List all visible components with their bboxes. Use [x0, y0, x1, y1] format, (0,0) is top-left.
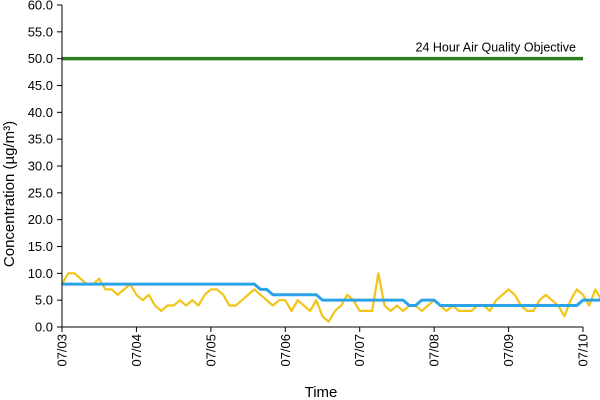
x-axis-title: Time [305, 384, 338, 400]
y-tick-label: 55.0 [28, 24, 53, 39]
x-tick-label: 07/07 [352, 334, 367, 367]
x-tick-label: 07/05 [203, 334, 218, 367]
y-tick-label: 45.0 [28, 78, 53, 93]
x-tick-label: 07/09 [501, 334, 516, 367]
y-tick-label: 15.0 [28, 239, 53, 254]
y-tick-label: 30.0 [28, 159, 53, 174]
x-tick-label: 07/10 [576, 334, 591, 367]
y-tick-label: 5.0 [35, 293, 53, 308]
y-tick-label: 10.0 [28, 266, 53, 281]
y-tick-label: 35.0 [28, 132, 53, 147]
x-tick-label: 07/03 [55, 334, 70, 367]
y-tick-label: 20.0 [28, 212, 53, 227]
series-line-average [62, 282, 600, 308]
x-tick-label: 07/08 [427, 334, 442, 367]
y-axis-title: Concentration (µg/m³) [1, 121, 18, 267]
y-tick-label: 60.0 [28, 0, 53, 13]
y-tick-label: 50.0 [28, 51, 53, 66]
y-tick-label: 0.0 [35, 320, 53, 335]
series-line-hourly [61, 272, 600, 323]
x-tick-label: 07/04 [129, 334, 144, 367]
y-tick-label: 40.0 [28, 105, 53, 120]
objective-label: 24 Hour Air Quality Objective [416, 41, 577, 55]
y-tick-label: 25.0 [28, 185, 53, 200]
y-axis-ticks: 0.0 5.0 10.0 15.0 20.0 25.0 30.0 35.0 40.0 45.0 50… [28, 0, 62, 335]
x-axis-ticks: 07/03 07/04 07/05 07/06 07/07 07/08 07/09 07/10 [55, 327, 591, 367]
x-tick-label: 07/06 [278, 334, 293, 367]
